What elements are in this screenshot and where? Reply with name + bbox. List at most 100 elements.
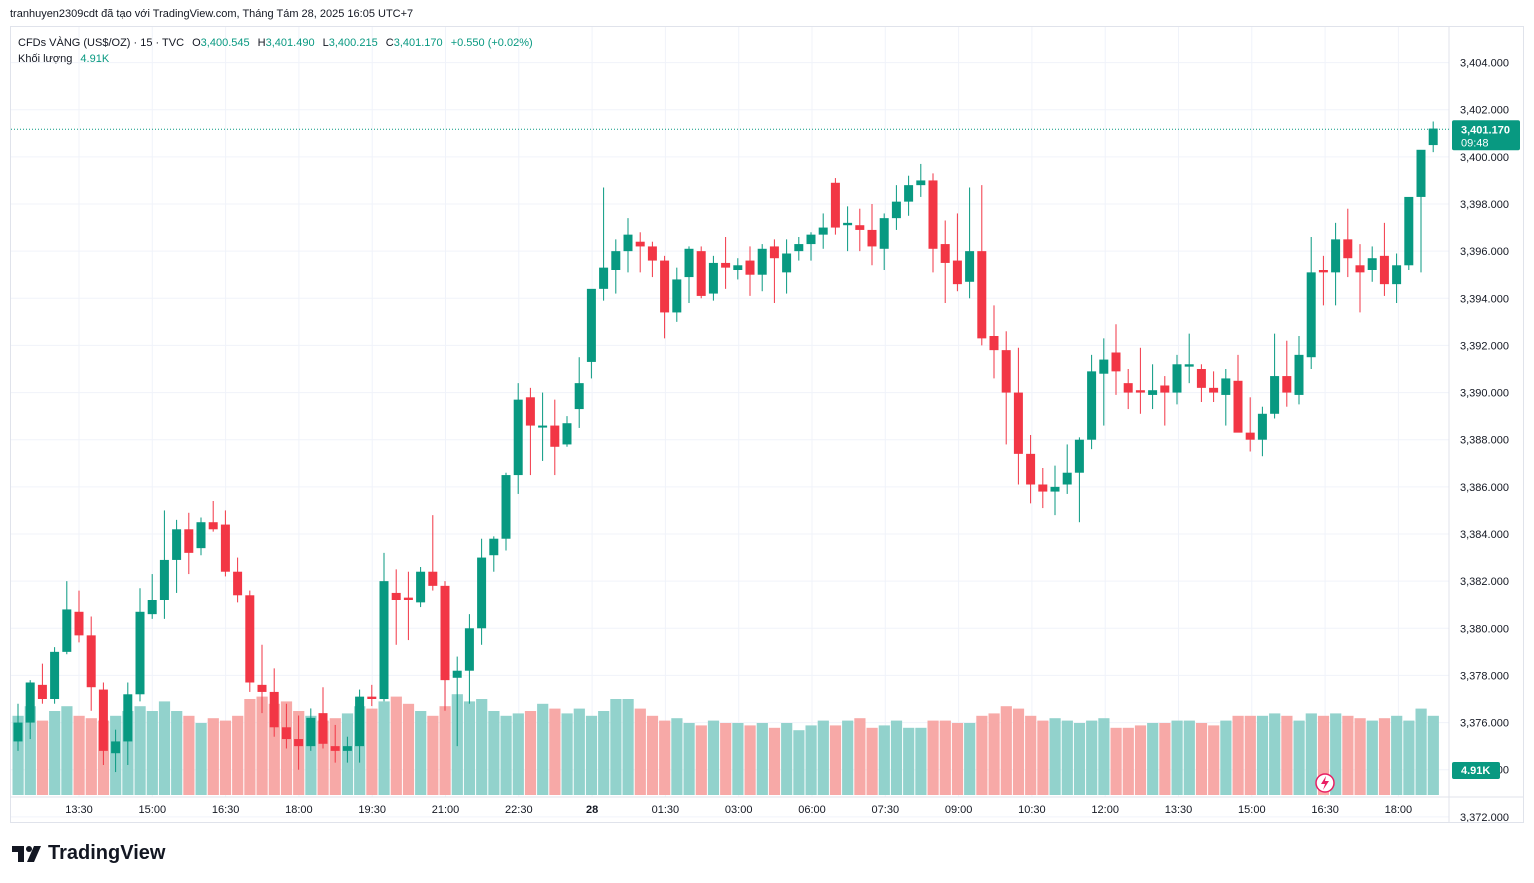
volume-bar[interactable]	[537, 703, 549, 795]
candle-body[interactable]	[891, 201, 901, 219]
candle-body[interactable]	[1379, 255, 1389, 285]
volume-bar[interactable]	[1427, 715, 1439, 795]
candle-body[interactable]	[294, 739, 304, 747]
volume-bar[interactable]	[781, 723, 793, 795]
volume-bar[interactable]	[134, 706, 146, 795]
volume-bar[interactable]	[768, 727, 781, 795]
volume-bar[interactable]	[671, 718, 683, 795]
candle-body[interactable]	[159, 559, 169, 600]
volume-bar[interactable]	[1317, 715, 1330, 795]
candle-body[interactable]	[1306, 272, 1316, 358]
volume-bar[interactable]	[524, 711, 537, 795]
legend-volume-row[interactable]: Khối lượng 4.91K	[18, 51, 533, 67]
candle-body[interactable]	[843, 222, 853, 226]
volume-bar[interactable]	[158, 701, 171, 795]
candle-body[interactable]	[1367, 258, 1377, 270]
legend-ohlc-row[interactable]: CFDs VÀNG (US$/OZ) · 15 · TVC O3,400.545…	[18, 35, 533, 51]
candle-body[interactable]	[1026, 453, 1036, 485]
candle-body[interactable]	[13, 722, 23, 742]
candle-body[interactable]	[1062, 472, 1072, 485]
volume-bar[interactable]	[1342, 715, 1354, 795]
volume-bar[interactable]	[854, 718, 866, 795]
volume-bar[interactable]	[903, 727, 915, 795]
volume-bar[interactable]	[49, 711, 61, 795]
candle-body[interactable]	[1196, 369, 1206, 388]
volume-bar[interactable]	[402, 703, 415, 795]
candle-body[interactable]	[184, 529, 194, 553]
candle-body[interactable]	[879, 218, 889, 249]
candle-body[interactable]	[233, 571, 243, 596]
volume-bar[interactable]	[1366, 720, 1378, 795]
candle-body[interactable]	[501, 475, 511, 539]
volume-bar[interactable]	[36, 720, 49, 795]
volume-bar[interactable]	[695, 725, 707, 795]
volume-bar[interactable]	[1281, 715, 1293, 795]
volume-bar[interactable]	[1354, 718, 1366, 795]
volume-bar[interactable]	[878, 725, 890, 795]
volume-bar[interactable]	[427, 715, 439, 795]
candle-body[interactable]	[574, 383, 584, 410]
volume-bar[interactable]	[256, 696, 268, 795]
candle-body[interactable]	[794, 244, 804, 252]
volume-bar[interactable]	[500, 715, 512, 795]
volume-bar[interactable]	[463, 701, 476, 795]
volume-bar[interactable]	[390, 696, 402, 795]
candle-body[interactable]	[525, 397, 535, 426]
volume-bar[interactable]	[1098, 718, 1110, 795]
candle-body[interactable]	[86, 635, 96, 688]
candle-body[interactable]	[123, 694, 133, 742]
volume-bar[interactable]	[488, 711, 500, 795]
volume-bar[interactable]	[1037, 720, 1049, 795]
candle-body[interactable]	[1209, 387, 1219, 393]
candle-body[interactable]	[172, 529, 182, 560]
candle-body[interactable]	[708, 262, 718, 294]
candle-body[interactable]	[904, 185, 914, 202]
candle-body[interactable]	[1221, 378, 1231, 395]
candle-body[interactable]	[330, 746, 340, 751]
volume-bar[interactable]	[1208, 725, 1220, 795]
candle-body[interactable]	[1392, 265, 1402, 285]
candle-body[interactable]	[220, 524, 230, 572]
volume-bar[interactable]	[1305, 713, 1317, 795]
candle-body[interactable]	[782, 253, 792, 273]
candle-body[interactable]	[562, 423, 572, 445]
candle-body[interactable]	[830, 182, 840, 228]
candle-body[interactable]	[647, 246, 657, 261]
candle-body[interactable]	[489, 538, 499, 556]
volume-bar[interactable]	[598, 711, 610, 795]
candle-body[interactable]	[1318, 270, 1328, 273]
candle-body[interactable]	[257, 684, 267, 692]
volume-bar[interactable]	[1134, 725, 1147, 795]
volume-bar[interactable]	[24, 706, 36, 795]
candle-body[interactable]	[806, 234, 816, 245]
volume-bar[interactable]	[1122, 727, 1134, 795]
candle-body[interactable]	[611, 251, 621, 270]
candle-body[interactable]	[1160, 385, 1170, 393]
candle-body[interactable]	[355, 696, 365, 747]
volume-bar[interactable]	[1086, 720, 1098, 795]
candle-body[interactable]	[403, 597, 413, 600]
brand[interactable]: TradingView	[12, 842, 165, 865]
candle-body[interactable]	[1148, 390, 1158, 395]
candle-body[interactable]	[269, 691, 279, 728]
volume-bar[interactable]	[1073, 723, 1086, 795]
candle-body[interactable]	[50, 651, 60, 699]
candle-body[interactable]	[635, 241, 645, 247]
candle-body[interactable]	[342, 746, 352, 751]
volume-bar[interactable]	[1183, 720, 1195, 795]
volume-bar[interactable]	[61, 706, 73, 795]
candle-body[interactable]	[623, 234, 633, 252]
volume-tag[interactable]	[1452, 762, 1500, 779]
candle-body[interactable]	[867, 229, 877, 247]
candle-body[interactable]	[989, 336, 999, 351]
volume-bar[interactable]	[1232, 715, 1244, 795]
volume-bar[interactable]	[85, 718, 97, 795]
candle-body[interactable]	[1087, 371, 1097, 440]
volume-bar[interactable]	[415, 711, 427, 795]
candlestick-chart[interactable]: 3,404.000 3,402.000 3,400.000 3,398.000 3,39…	[11, 27, 1523, 822]
candle-body[interactable]	[477, 557, 487, 629]
candle-body[interactable]	[745, 260, 755, 275]
volume-bar[interactable]	[1378, 718, 1391, 795]
candle-body[interactable]	[684, 248, 694, 278]
candle-body[interactable]	[586, 288, 596, 362]
